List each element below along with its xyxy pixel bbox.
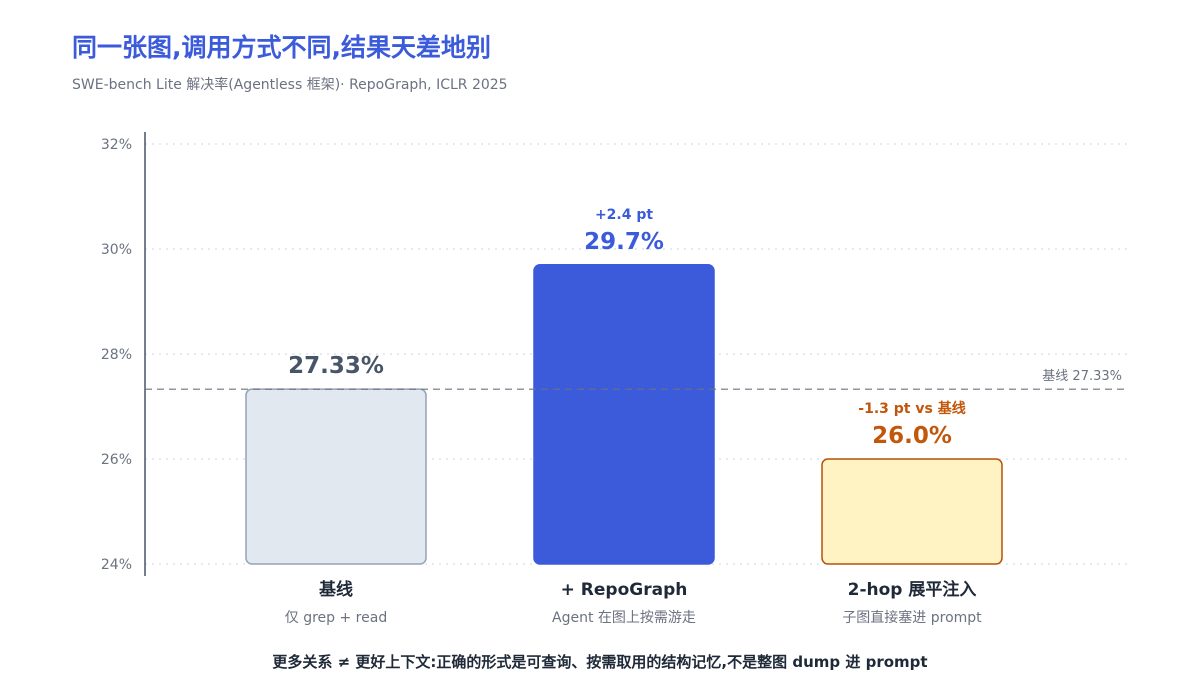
bar-value-label: 27.33% (288, 353, 384, 379)
baseline-reference-label: 基线 27.33% (1042, 369, 1122, 384)
chart-subtitle: SWE-bench Lite 解决率(Agentless 框架)· RepoGr… (72, 77, 508, 93)
y-tick-label: 32% (101, 137, 132, 153)
x-category-sublabel: Agent 在图上按需游走 (552, 610, 696, 626)
x-category-sublabel: 子图直接塞进 prompt (842, 609, 982, 626)
x-category-sublabel: 仅 grep + read (285, 610, 387, 626)
bar (533, 264, 715, 565)
y-tick-label: 24% (101, 557, 132, 573)
chart-footnote: 更多关系 ≠ 更好上下文:正确的形式是可查询、按需取用的结构记忆,不是整图 du… (272, 653, 928, 671)
chart-title: 同一张图,调用方式不同,结果天差地别 (72, 33, 491, 62)
bar (821, 458, 1003, 565)
bar-delta-label: -1.3 pt vs 基线 (858, 400, 965, 417)
bar-value-label: 29.7% (584, 229, 664, 255)
x-category-label: 基线 (318, 579, 353, 600)
bar (245, 388, 427, 565)
y-tick-label: 28% (101, 347, 132, 363)
x-category-label: + RepoGraph (561, 580, 688, 600)
y-tick-label: 30% (101, 242, 132, 258)
bar-value-label: 26.0% (872, 423, 952, 449)
y-tick-label: 26% (101, 452, 132, 468)
bar-delta-label: +2.4 pt (595, 207, 653, 223)
x-category-label: 2-hop 展平注入 (848, 579, 977, 600)
